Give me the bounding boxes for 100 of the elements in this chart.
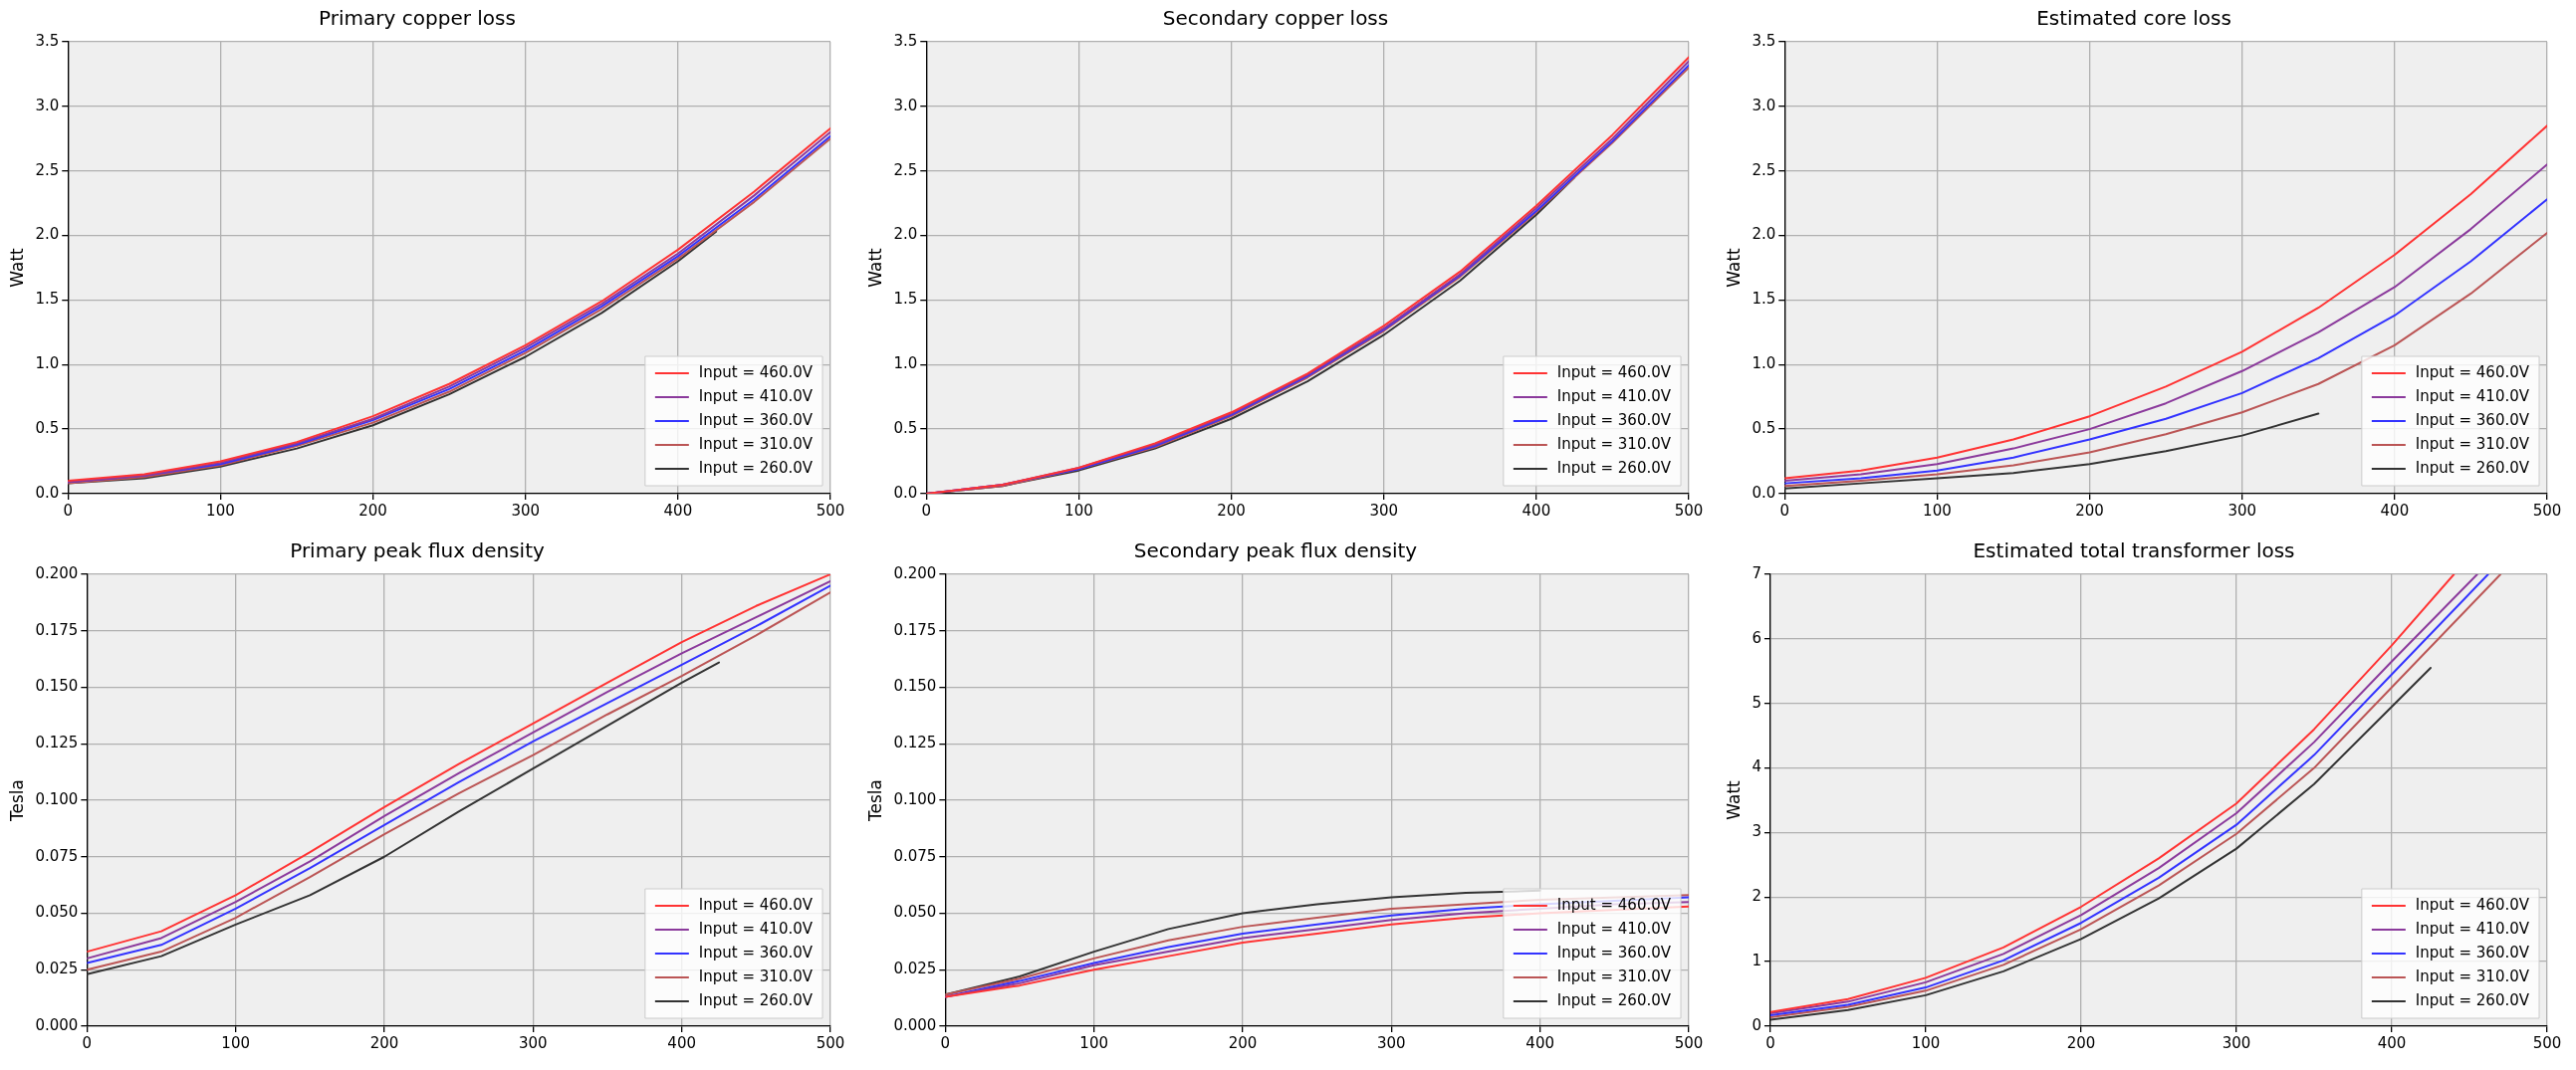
legend-label: Input = 310.0V — [2415, 434, 2530, 453]
legend-label: Input = 310.0V — [1556, 434, 1672, 453]
legend-label: Input = 360.0V — [698, 943, 814, 962]
y-tick-label: 0.150 — [893, 677, 937, 696]
x-tick-label: 300 — [1369, 501, 1399, 520]
x-tick-label: 100 — [1923, 501, 1952, 520]
y-tick-label: 2.5 — [893, 160, 918, 179]
legend-label: Input = 460.0V — [1556, 362, 1672, 381]
y-tick-label: 0.050 — [35, 903, 79, 922]
x-tick-label: 300 — [1377, 1033, 1406, 1052]
chart-title: Secondary copper loss — [1162, 6, 1389, 31]
legend-label: Input = 460.0V — [1556, 895, 1672, 914]
y-tick-label: 1.5 — [1752, 290, 1776, 309]
y-tick-label: 0.100 — [893, 789, 937, 808]
x-tick-label: 500 — [2532, 501, 2562, 520]
legend-label: Input = 360.0V — [698, 410, 814, 429]
chart-title: Primary peak flux density — [290, 538, 545, 563]
y-tick-label: 0.025 — [893, 960, 937, 978]
y-tick-label: 0.0 — [35, 483, 60, 502]
chart-title: Primary copper loss — [319, 6, 516, 31]
y-tick-label: 1 — [1752, 952, 1761, 970]
y-tick-label: 0.025 — [35, 960, 79, 978]
x-tick-label: 500 — [1674, 501, 1704, 520]
x-tick-label: 100 — [206, 501, 235, 520]
y-tick-label: 1.5 — [35, 290, 60, 309]
legend-label: Input = 310.0V — [698, 434, 814, 453]
y-tick-label: 0.175 — [893, 620, 937, 639]
legend-label: Input = 360.0V — [1556, 410, 1672, 429]
y-tick-label: 3.5 — [35, 31, 60, 50]
y-tick-label: 3.0 — [1752, 96, 1776, 114]
y-tick-label: 3.0 — [35, 96, 60, 114]
y-tick-label: 0.0 — [1752, 483, 1776, 502]
y-tick-label: 2.5 — [1752, 160, 1776, 179]
legend-label: Input = 410.0V — [698, 919, 814, 938]
y-tick-label: 0.000 — [35, 1015, 79, 1034]
x-tick-label: 100 — [1911, 1033, 1941, 1052]
y-tick-label: 1.5 — [893, 290, 918, 309]
y-tick-label: 4 — [1752, 757, 1761, 776]
y-axis-title: Watt — [864, 247, 885, 288]
x-tick-label: 200 — [2075, 501, 2104, 520]
x-tick-label: 300 — [2227, 501, 2257, 520]
y-tick-label: 0.000 — [893, 1015, 937, 1034]
legend-label: Input = 410.0V — [2415, 919, 2530, 938]
x-tick-label: 500 — [1674, 1033, 1704, 1052]
x-tick-label: 100 — [221, 1033, 250, 1052]
x-tick-label: 400 — [1522, 501, 1551, 520]
y-tick-label: 3.5 — [893, 31, 918, 50]
legend-label: Input = 360.0V — [2415, 410, 2530, 429]
x-tick-label: 500 — [816, 1033, 845, 1052]
x-tick-label: 400 — [667, 1033, 696, 1052]
legend-label: Input = 410.0V — [1556, 386, 1672, 405]
legend-label: Input = 410.0V — [2415, 386, 2530, 405]
x-tick-label: 300 — [519, 1033, 548, 1052]
x-tick-label: 400 — [2377, 1033, 2407, 1052]
legend-label: Input = 310.0V — [1556, 966, 1672, 985]
legend-label: Input = 260.0V — [1556, 990, 1672, 1009]
x-tick-label: 300 — [2222, 1033, 2251, 1052]
legend-label: Input = 260.0V — [698, 990, 814, 1009]
legend-label: Input = 410.0V — [1556, 919, 1672, 938]
y-tick-label: 2.0 — [35, 225, 60, 244]
x-tick-label: 100 — [1064, 501, 1093, 520]
y-tick-label: 0.5 — [893, 419, 918, 438]
x-tick-label: 0 — [940, 1033, 951, 1052]
y-tick-label: 6 — [1752, 628, 1761, 647]
x-tick-label: 300 — [511, 501, 541, 520]
legend-label: Input = 260.0V — [2415, 990, 2530, 1009]
legend-label: Input = 260.0V — [2415, 458, 2530, 477]
y-tick-label: 2.0 — [893, 225, 918, 244]
y-tick-label: 0.200 — [893, 563, 937, 582]
y-axis-title: Watt — [6, 247, 27, 288]
x-tick-label: 200 — [1228, 1033, 1258, 1052]
x-tick-label: 400 — [663, 501, 693, 520]
y-tick-label: 0.5 — [1752, 419, 1776, 438]
legend-label: Input = 460.0V — [698, 362, 814, 381]
legend-label: Input = 410.0V — [698, 386, 814, 405]
x-tick-label: 500 — [816, 501, 845, 520]
legend-label: Input = 260.0V — [1556, 458, 1672, 477]
legend-label: Input = 460.0V — [2415, 362, 2530, 381]
y-tick-label: 0.075 — [893, 846, 937, 865]
y-tick-label: 3.5 — [1752, 31, 1776, 50]
y-tick-label: 0 — [1752, 1015, 1761, 1034]
y-tick-label: 1.0 — [893, 354, 918, 373]
y-axis-title: Tesla — [864, 779, 885, 822]
x-tick-label: 200 — [2066, 1033, 2096, 1052]
y-tick-label: 7 — [1752, 563, 1761, 582]
y-tick-label: 3 — [1752, 822, 1761, 841]
y-tick-label: 0.125 — [893, 734, 937, 752]
legend-label: Input = 460.0V — [698, 895, 814, 914]
x-tick-label: 0 — [1779, 501, 1790, 520]
y-tick-label: 0.175 — [35, 620, 79, 639]
legend-label: Input = 360.0V — [2415, 943, 2530, 962]
y-axis-title: Watt — [1723, 779, 1744, 820]
x-tick-label: 400 — [2380, 501, 2410, 520]
y-axis-title: Watt — [1723, 247, 1744, 288]
x-tick-label: 200 — [369, 1033, 399, 1052]
x-tick-label: 100 — [1079, 1033, 1108, 1052]
y-tick-label: 0.200 — [35, 563, 79, 582]
y-tick-label: 5 — [1752, 693, 1761, 712]
chart-title: Estimated core loss — [2036, 6, 2231, 31]
legend-label: Input = 310.0V — [2415, 966, 2530, 985]
